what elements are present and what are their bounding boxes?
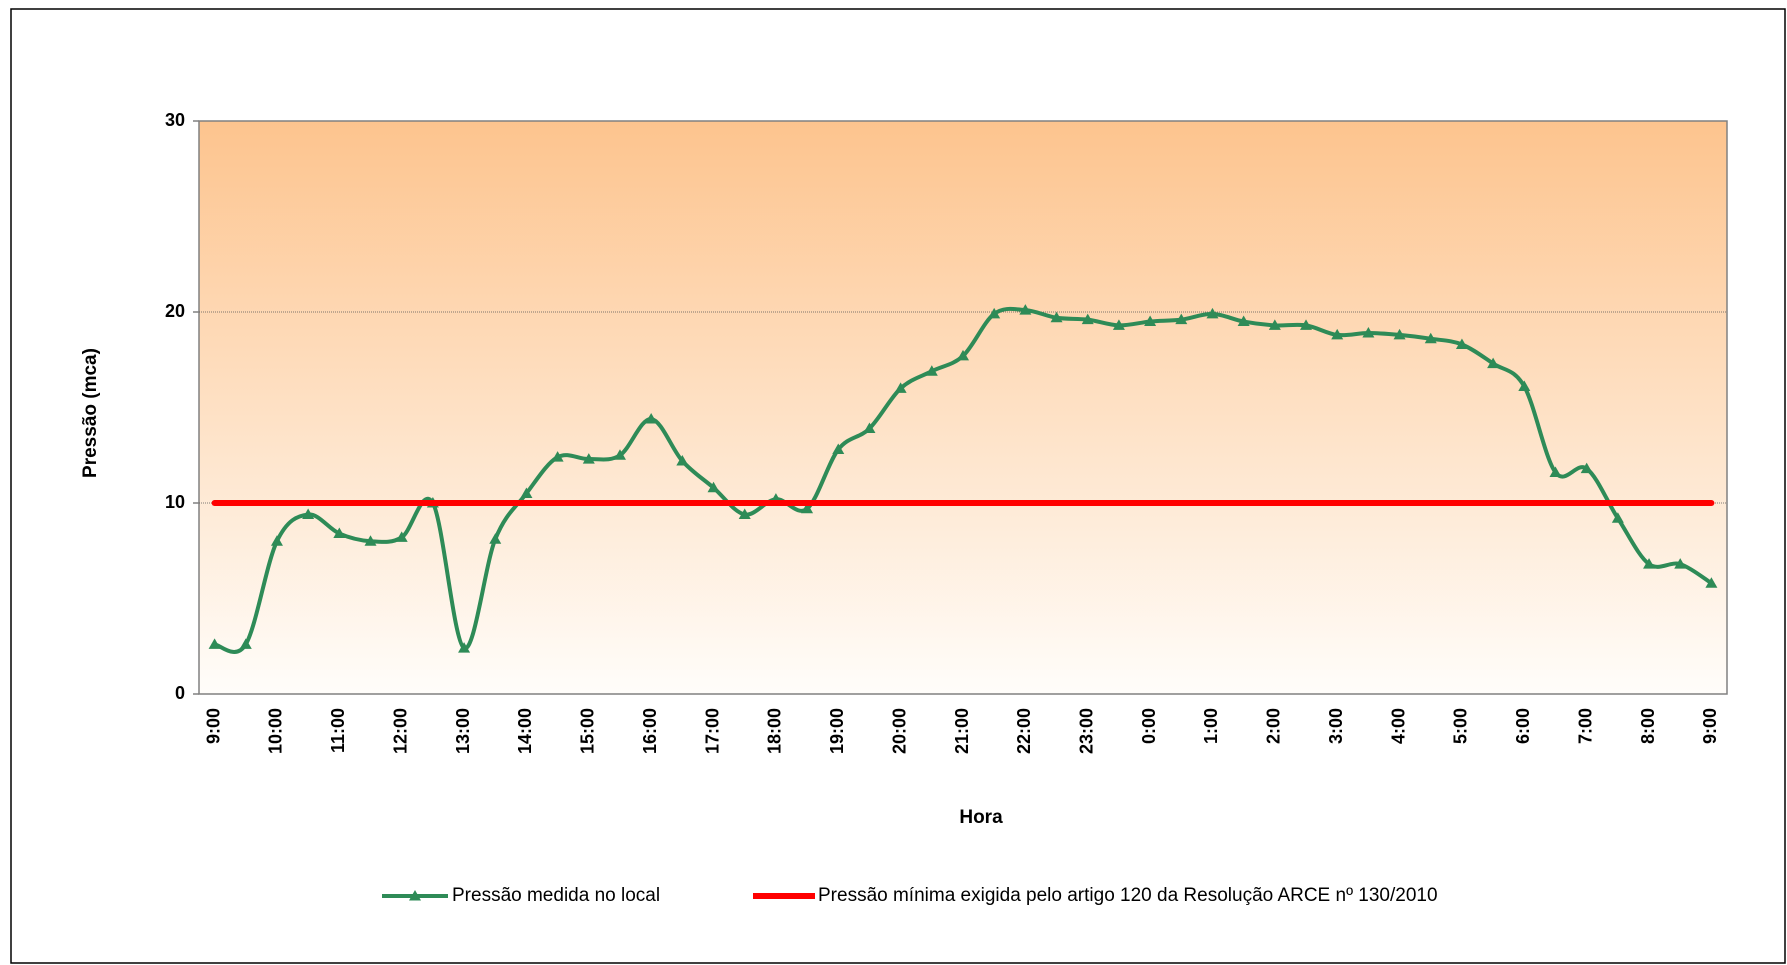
x-tick-label: 7:00 (1575, 708, 1595, 744)
x-tick-label: 2:00 (1264, 708, 1284, 744)
data-point (1268, 319, 1281, 330)
x-tick-label: 9:00 (203, 708, 223, 744)
data-point (1206, 307, 1219, 319)
y-tick-label: 0 (175, 683, 185, 703)
legend-label: Pressão medida no local (452, 885, 660, 906)
data-point (520, 487, 533, 498)
data-point (1112, 319, 1125, 330)
data-point (925, 365, 938, 376)
data-point (613, 449, 626, 460)
x-tick-label: 16:00 (640, 708, 660, 754)
data-point (1050, 311, 1063, 323)
data-point (1643, 558, 1656, 569)
data-point (1393, 328, 1406, 340)
data-point (551, 451, 564, 462)
x-tick-label: 17:00 (702, 708, 722, 754)
data-point (364, 535, 377, 546)
x-tick-label: 19:00 (827, 708, 847, 754)
x-tick-label: 18:00 (765, 708, 785, 754)
data-point (957, 349, 969, 361)
data-point (1237, 315, 1250, 327)
x-tick-label: 9:00 (1700, 708, 1720, 744)
data-point (832, 443, 845, 455)
data-point (801, 502, 814, 514)
data-point (1019, 304, 1032, 315)
data-point (738, 508, 751, 519)
data-point (1580, 462, 1593, 474)
data-point (1518, 380, 1531, 391)
x-tick-label: 21:00 (952, 708, 972, 754)
data-point (333, 527, 346, 539)
data-point (1549, 466, 1562, 477)
data-point (676, 454, 689, 466)
x-tick-label: 20:00 (889, 708, 909, 754)
data-point (1081, 313, 1094, 325)
x-tick-label: 11:00 (328, 708, 348, 753)
data-point (270, 535, 283, 546)
data-point (1705, 577, 1718, 588)
data-point (582, 453, 595, 464)
data-point (707, 481, 720, 493)
x-tick-label: 13:00 (453, 708, 473, 754)
x-axis-title: Hora (959, 807, 1003, 828)
data-point (1674, 558, 1687, 569)
x-tick-label: 6:00 (1513, 708, 1533, 744)
data-point (894, 382, 907, 393)
y-axis-title: Pressão (mca) (80, 348, 101, 478)
y-tick-label: 10 (165, 492, 185, 512)
x-tick-label: 1:00 (1201, 708, 1221, 744)
data-point (1611, 512, 1624, 523)
data-point (302, 508, 315, 519)
data-point (1424, 332, 1437, 344)
data-point (395, 531, 408, 542)
x-tick-label: 14:00 (515, 708, 535, 754)
data-point (1300, 319, 1313, 330)
data-point (863, 422, 876, 434)
x-tick-label: 3:00 (1326, 708, 1346, 744)
x-tick-label: 15:00 (578, 708, 598, 754)
data-point (208, 638, 221, 649)
data-point (1487, 357, 1500, 369)
x-tick-label: 5:00 (1451, 708, 1471, 744)
x-tick-label: 22:00 (1014, 708, 1034, 754)
data-point (988, 307, 1001, 319)
x-tick-label: 10:00 (266, 708, 286, 754)
data-point (239, 638, 252, 649)
y-tick-label: 20 (165, 301, 185, 321)
data-point (645, 412, 658, 424)
x-tick-label: 8:00 (1638, 708, 1658, 744)
y-tick-label: 30 (165, 110, 185, 130)
data-point (458, 642, 471, 653)
plot-area (198, 120, 1728, 695)
data-point (1455, 338, 1468, 349)
data-point (1175, 313, 1188, 325)
x-tick-label: 4:00 (1388, 708, 1408, 744)
data-point (489, 533, 502, 544)
x-tick-label: 23:00 (1076, 708, 1096, 754)
legend-label: Pressão mínima exigida pelo artigo 120 d… (818, 885, 1438, 906)
x-tick-label: 12:00 (390, 708, 410, 754)
data-point (1144, 315, 1157, 327)
x-tick-label: 0:00 (1139, 708, 1159, 744)
data-point (1331, 328, 1344, 340)
data-point (1362, 327, 1375, 338)
legend-marker (409, 890, 421, 901)
